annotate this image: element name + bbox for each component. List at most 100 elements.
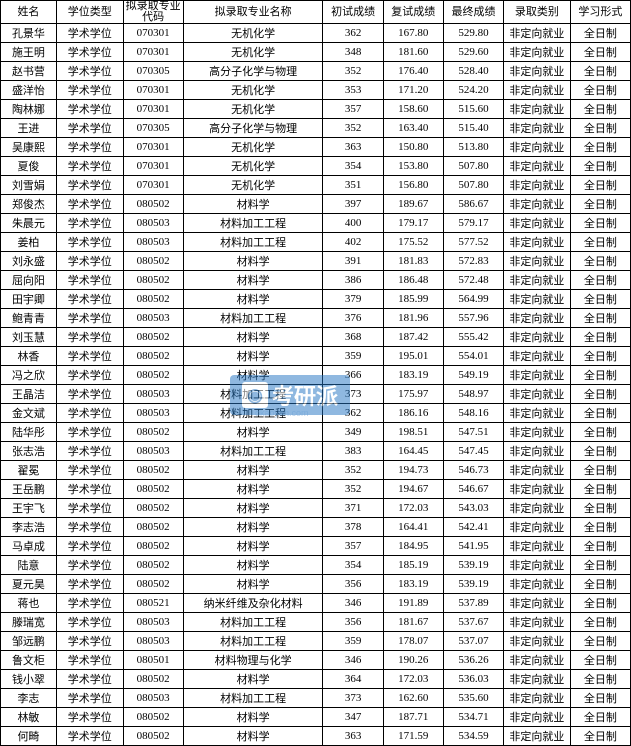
cell: 非定向就业	[504, 157, 571, 176]
cell: 非定向就业	[504, 62, 571, 81]
cell: 翟冕	[1, 461, 57, 480]
cell: 400	[323, 214, 383, 233]
cell: 陆华彤	[1, 423, 57, 442]
cell: 195.01	[383, 347, 443, 366]
cell: 非定向就业	[504, 176, 571, 195]
cell: 非定向就业	[504, 119, 571, 138]
table-row: 刘玉慧学术学位080502材料学368187.42555.42非定向就业全日制	[1, 328, 631, 347]
table-row: 何畸学术学位080502材料学363171.59534.59非定向就业全日制	[1, 727, 631, 746]
cell: 学术学位	[56, 271, 123, 290]
cell: 080502	[123, 499, 183, 518]
cell: 352	[323, 119, 383, 138]
cell: 学术学位	[56, 24, 123, 43]
table-row: 张志浩学术学位080503材料加工工程383164.45547.45非定向就业全…	[1, 442, 631, 461]
cell: 学术学位	[56, 214, 123, 233]
cell: 全日制	[570, 24, 630, 43]
cell: 材料加工工程	[183, 385, 323, 404]
cell: 186.16	[383, 404, 443, 423]
cell: 515.40	[443, 119, 503, 138]
table-row: 金文斌学术学位080503材料加工工程362186.16548.16非定向就业全…	[1, 404, 631, 423]
cell: 全日制	[570, 119, 630, 138]
cell: 非定向就业	[504, 138, 571, 157]
cell: 080503	[123, 404, 183, 423]
cell: 非定向就业	[504, 385, 571, 404]
cell: 378	[323, 518, 383, 537]
cell: 080503	[123, 233, 183, 252]
cell: 全日制	[570, 157, 630, 176]
cell: 非定向就业	[504, 594, 571, 613]
cell: 080503	[123, 613, 183, 632]
cell: 学术学位	[56, 442, 123, 461]
cell: 材料学	[183, 556, 323, 575]
cell: 全日制	[570, 81, 630, 100]
cell: 175.97	[383, 385, 443, 404]
cell: 非定向就业	[504, 499, 571, 518]
cell: 080502	[123, 480, 183, 499]
table-row: 刘雪娟学术学位070301无机化学351156.80507.80非定向就业全日制	[1, 176, 631, 195]
cell: 354	[323, 556, 383, 575]
cell: 材料学	[183, 461, 323, 480]
cell: 非定向就业	[504, 518, 571, 537]
cell: 362	[323, 24, 383, 43]
cell: 541.95	[443, 537, 503, 556]
cell: 材料加工工程	[183, 613, 323, 632]
cell: 537.07	[443, 632, 503, 651]
cell: 181.67	[383, 613, 443, 632]
cell: 181.60	[383, 43, 443, 62]
cell: 非定向就业	[504, 290, 571, 309]
table-row: 王岳鹏学术学位080502材料学352194.67546.67非定向就业全日制	[1, 480, 631, 499]
cell: 070301	[123, 81, 183, 100]
cell: 学术学位	[56, 613, 123, 632]
cell: 187.71	[383, 708, 443, 727]
table-row: 赵书营学术学位070305高分子化学与物理352176.40528.40非定向就…	[1, 62, 631, 81]
cell: 183.19	[383, 575, 443, 594]
table-row: 王进学术学位070305高分子化学与物理352163.40515.40非定向就业…	[1, 119, 631, 138]
cell: 学术学位	[56, 290, 123, 309]
cell: 刘雪娟	[1, 176, 57, 195]
cell: 全日制	[570, 252, 630, 271]
cell: 080502	[123, 328, 183, 347]
col-header-4: 初试成绩	[323, 1, 383, 24]
cell: 080502	[123, 461, 183, 480]
table-header-row: 姓名学位类型拟录取专业代码拟录取专业名称初试成绩复试成绩最终成绩录取类别学习形式	[1, 1, 631, 24]
cell: 金文斌	[1, 404, 57, 423]
cell: 材料物理与化学	[183, 651, 323, 670]
cell: 全日制	[570, 328, 630, 347]
cell: 548.16	[443, 404, 503, 423]
cell: 全日制	[570, 480, 630, 499]
cell: 080503	[123, 309, 183, 328]
cell: 535.60	[443, 689, 503, 708]
cell: 全日制	[570, 537, 630, 556]
cell: 材料学	[183, 727, 323, 746]
cell: 080503	[123, 385, 183, 404]
cell: 080502	[123, 290, 183, 309]
cell: 材料学	[183, 670, 323, 689]
cell: 屈向阳	[1, 271, 57, 290]
cell: 学术学位	[56, 366, 123, 385]
cell: 施王明	[1, 43, 57, 62]
col-header-3: 拟录取专业名称	[183, 1, 323, 24]
cell: 材料加工工程	[183, 309, 323, 328]
cell: 全日制	[570, 670, 630, 689]
cell: 513.80	[443, 138, 503, 157]
cell: 363	[323, 727, 383, 746]
cell: 非定向就业	[504, 727, 571, 746]
cell: 学术学位	[56, 689, 123, 708]
cell: 172.03	[383, 670, 443, 689]
cell: 537.89	[443, 594, 503, 613]
cell: 534.59	[443, 727, 503, 746]
cell: 549.19	[443, 366, 503, 385]
cell: 非定向就业	[504, 651, 571, 670]
cell: 181.83	[383, 252, 443, 271]
cell: 材料学	[183, 708, 323, 727]
cell: 盛洋怡	[1, 81, 57, 100]
cell: 夏俊	[1, 157, 57, 176]
cell: 346	[323, 594, 383, 613]
cell: 高分子化学与物理	[183, 119, 323, 138]
cell: 187.42	[383, 328, 443, 347]
cell: 陆意	[1, 556, 57, 575]
cell: 352	[323, 62, 383, 81]
cell: 全日制	[570, 461, 630, 480]
table-row: 王宇飞学术学位080502材料学371172.03543.03非定向就业全日制	[1, 499, 631, 518]
cell: 材料学	[183, 575, 323, 594]
